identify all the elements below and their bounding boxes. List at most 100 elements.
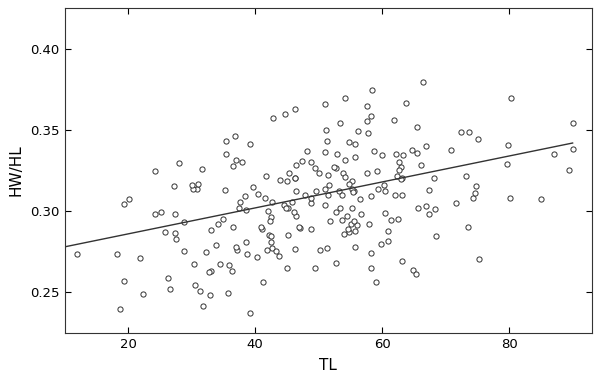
Point <box>188 186 198 192</box>
Point <box>332 151 342 157</box>
Point <box>259 279 268 285</box>
Point <box>362 103 371 109</box>
Point <box>307 159 316 165</box>
Point <box>119 278 128 284</box>
Point <box>227 268 236 274</box>
Point <box>298 158 307 164</box>
Point <box>290 175 299 181</box>
Point <box>457 129 466 135</box>
Point <box>241 193 250 199</box>
Point <box>124 196 134 202</box>
Point <box>352 222 362 228</box>
Point <box>174 160 184 166</box>
Point <box>390 192 400 198</box>
Point <box>350 228 360 234</box>
Point <box>320 149 329 155</box>
Point <box>377 152 387 158</box>
Point <box>245 310 254 316</box>
Point <box>221 138 231 144</box>
Point <box>253 191 262 197</box>
Point <box>237 158 247 165</box>
Point <box>350 154 360 160</box>
X-axis label: TL: TL <box>319 358 337 373</box>
Point <box>232 247 242 253</box>
Point <box>230 133 240 139</box>
Point <box>321 127 331 133</box>
Point <box>389 117 398 123</box>
Point <box>337 217 347 223</box>
Point <box>265 232 274 239</box>
Point <box>206 227 215 233</box>
Point <box>165 286 175 292</box>
Point <box>470 190 479 196</box>
Point <box>380 210 390 216</box>
Point <box>234 205 244 211</box>
Point <box>263 247 272 253</box>
Point <box>416 162 425 168</box>
Point <box>424 187 433 193</box>
Point <box>253 254 262 260</box>
Point <box>366 193 376 199</box>
Point <box>344 229 353 235</box>
Point <box>256 224 266 230</box>
Point <box>353 128 362 134</box>
Point <box>320 101 330 107</box>
Point <box>283 205 293 211</box>
Point <box>115 306 124 312</box>
Point <box>294 224 304 230</box>
Point <box>386 217 396 223</box>
Point <box>306 200 316 206</box>
Point <box>169 183 179 189</box>
Point <box>412 150 422 156</box>
Point <box>471 182 481 189</box>
Point <box>335 120 344 126</box>
Point <box>394 167 404 173</box>
Point <box>473 136 482 142</box>
Point <box>356 211 365 217</box>
Point <box>324 181 334 187</box>
Point <box>156 209 166 215</box>
Point <box>397 175 407 181</box>
Point <box>331 260 341 266</box>
Point <box>392 173 401 179</box>
Point <box>150 211 160 217</box>
Point <box>397 164 406 170</box>
Point <box>235 199 245 205</box>
Point <box>310 265 320 271</box>
Point <box>474 256 484 262</box>
Point <box>260 195 269 201</box>
Point <box>340 95 350 101</box>
Point <box>266 233 275 239</box>
Point <box>549 150 559 157</box>
Point <box>151 168 160 174</box>
Point <box>355 196 364 202</box>
Point <box>228 163 238 170</box>
Point <box>193 181 202 187</box>
Point <box>349 188 358 194</box>
Point <box>413 205 422 211</box>
Point <box>411 271 421 277</box>
Point <box>505 195 515 201</box>
Point <box>289 209 298 215</box>
Point <box>344 226 353 232</box>
Point <box>266 239 276 245</box>
Point <box>135 255 145 261</box>
Point <box>329 164 339 170</box>
Point <box>300 192 310 198</box>
Point <box>290 175 299 181</box>
Point <box>307 195 316 201</box>
Point <box>421 143 430 149</box>
Point <box>292 213 301 219</box>
Point <box>367 88 376 94</box>
Point <box>366 264 376 271</box>
Y-axis label: HW/HL: HW/HL <box>8 145 23 197</box>
Point <box>412 124 421 130</box>
Point <box>419 79 428 85</box>
Point <box>502 160 512 166</box>
Point <box>248 184 258 190</box>
Point <box>315 247 325 253</box>
Point <box>302 148 311 154</box>
Point <box>223 290 233 296</box>
Point <box>224 262 233 268</box>
Point <box>394 159 403 165</box>
